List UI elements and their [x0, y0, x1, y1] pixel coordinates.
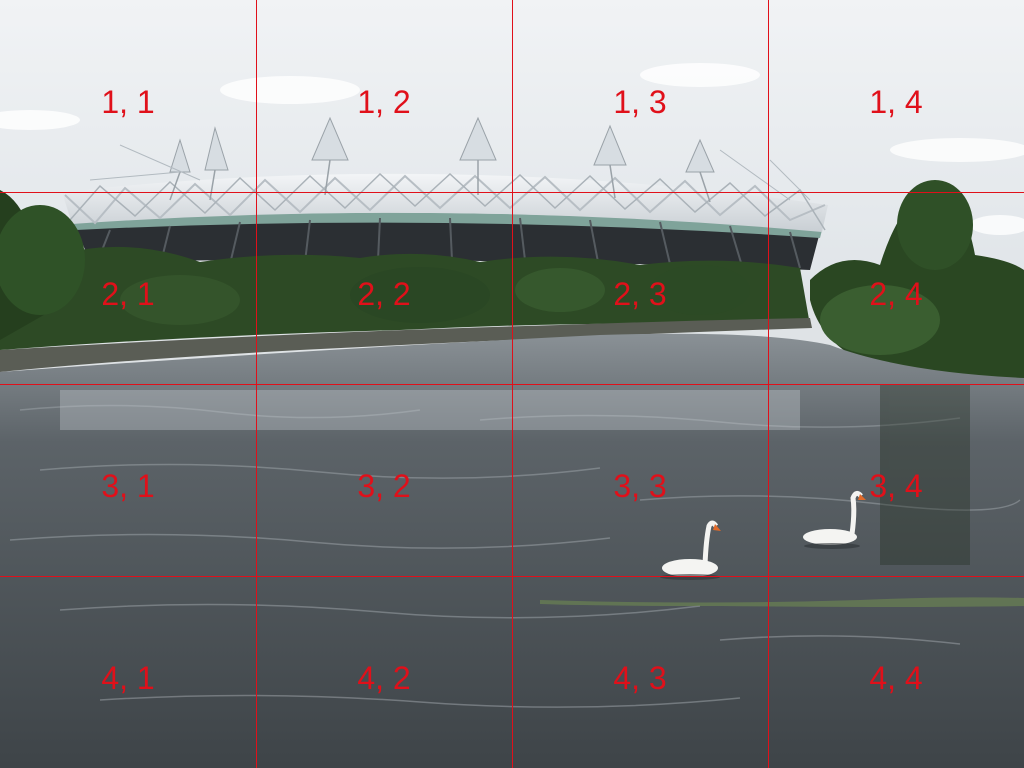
grid-cell-label: 2, 1 [101, 276, 155, 312]
reflections [60, 385, 970, 565]
grid-line-horizontal-1 [0, 192, 1024, 193]
grid-cell-label: 3, 3 [613, 468, 667, 504]
grid-cell-label: 1, 2 [357, 84, 411, 120]
grid-cell-label: 4, 4 [869, 660, 923, 696]
water-ripples [9, 404, 1021, 708]
swan-right [803, 490, 866, 549]
grid-cell-label: 1, 4 [869, 84, 923, 120]
grid-cell-label: 4, 2 [357, 660, 411, 696]
grid-cell-label: 1, 3 [613, 84, 667, 120]
grid-cell-label: 4, 3 [613, 660, 667, 696]
grid-cell-label: 3, 1 [101, 468, 155, 504]
algae-streak [540, 597, 1024, 607]
grid-cell-label: 3, 4 [869, 468, 923, 504]
grid-cell-label: 1, 1 [101, 84, 155, 120]
grid-line-horizontal-3 [0, 576, 1024, 577]
swan-left [660, 520, 721, 580]
clouds [0, 63, 1024, 235]
grid-cell-label: 2, 4 [869, 276, 923, 312]
grid-cell-label: 2, 3 [613, 276, 667, 312]
grid-cell-label: 3, 2 [357, 468, 411, 504]
towpath [0, 318, 812, 372]
foliage [0, 180, 1024, 380]
grid-cell-label: 2, 2 [357, 276, 411, 312]
grid-line-horizontal-2 [0, 384, 1024, 385]
grid-cell-label: 4, 1 [101, 660, 155, 696]
